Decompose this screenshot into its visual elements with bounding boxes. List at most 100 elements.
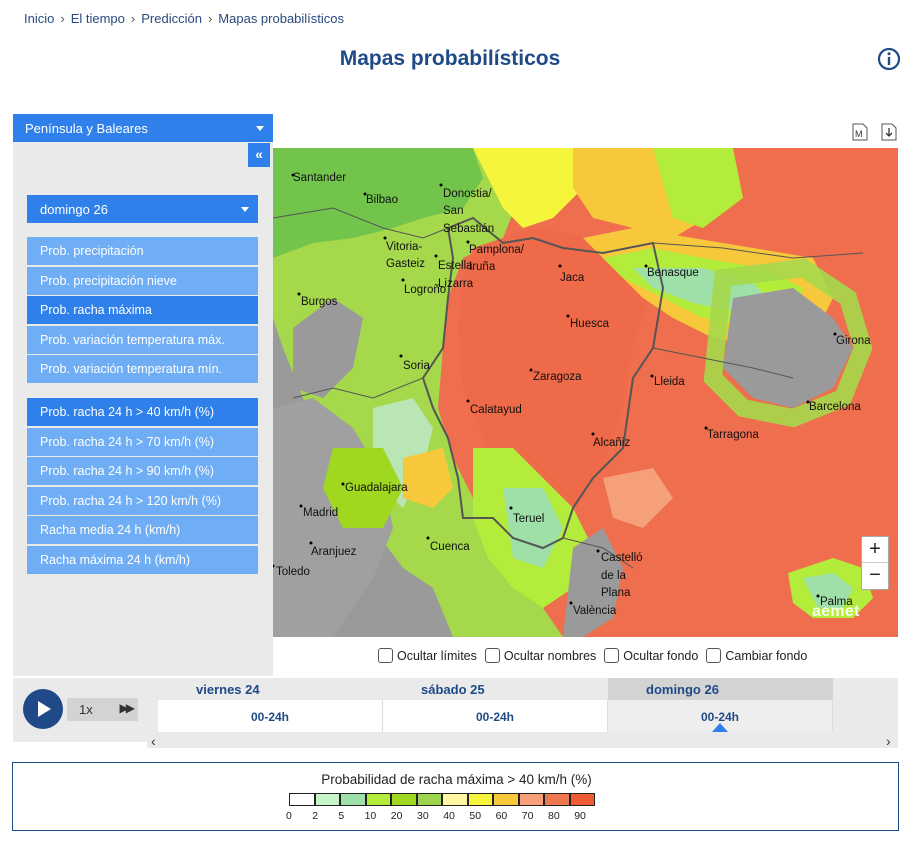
legend-label: 2: [312, 810, 319, 822]
play-button[interactable]: [23, 689, 63, 729]
zoom-out-button[interactable]: −: [869, 564, 881, 586]
day-select-value: domingo 26: [40, 202, 108, 217]
option-ocultar-limites[interactable]: Ocultar límites: [378, 648, 477, 663]
city-label: València: [573, 605, 617, 617]
legend-title: Probabilidad de racha máxima > 40 km/h (…: [321, 772, 592, 787]
scroll-right-icon[interactable]: ›: [886, 733, 891, 749]
city-label: Benasque: [647, 267, 699, 279]
option-ocultar-fondo[interactable]: Ocultar fondo: [604, 648, 698, 663]
city-label: Girona: [836, 335, 871, 347]
legend-label: 80: [548, 810, 560, 822]
breadcrumb-el-tiempo[interactable]: El tiempo: [70, 11, 125, 26]
city-label: de la: [601, 570, 627, 582]
legend-label: 50: [469, 810, 482, 822]
checkbox[interactable]: [604, 648, 620, 663]
legend-label: 10: [364, 810, 377, 822]
menu-item-racha-40[interactable]: Prob. racha 24 h > 40 km/h (%): [27, 398, 258, 426]
city-label: Bilbao: [366, 194, 398, 206]
breadcrumb-separator: ›: [130, 11, 136, 26]
page-title: Mapas probabilísticos: [339, 47, 561, 70]
fast-forward-icon[interactable]: ▶▶: [119, 701, 136, 715]
legend-swatch: [544, 793, 570, 806]
menu-item-prob-var-temp-min[interactable]: Prob. variación temperatura mín.: [27, 355, 258, 383]
breadcrumb-prediccion[interactable]: Predicción: [141, 11, 202, 26]
aemet-logo: aemet: [812, 603, 860, 620]
city-label: Vitoria-: [386, 241, 422, 253]
legend-swatch: [289, 793, 315, 806]
city-label: Logroño: [404, 284, 446, 296]
m-icon[interactable]: M: [851, 122, 869, 142]
checkbox[interactable]: [378, 648, 393, 663]
menu-item-prob-precipitacion[interactable]: Prob. precipitación: [27, 237, 258, 265]
map-city-labels: Santander Bilbao Donostia/ San Sebastián…: [273, 172, 871, 617]
breadcrumb-separator: ›: [207, 11, 213, 26]
legend-swatch: [416, 793, 442, 806]
city-label: Iruña: [469, 261, 496, 273]
menu-item-racha-media[interactable]: Racha media 24 h (km/h): [27, 516, 258, 544]
city-label: Lleida: [654, 376, 685, 388]
map-options: Ocultar límites Ocultar nombres Ocultar …: [378, 648, 807, 663]
legend-swatch: [391, 793, 417, 806]
download-icon[interactable]: [880, 122, 898, 142]
region-select-value: Península y Baleares: [25, 121, 148, 136]
region-select[interactable]: Península y Baleares: [13, 114, 273, 142]
city-label: Donostia/: [443, 188, 492, 200]
menu-item-racha-70[interactable]: Prob. racha 24 h > 70 km/h (%): [27, 427, 258, 456]
legend-swatch: [569, 793, 595, 806]
legend-label: 40: [443, 810, 455, 822]
option-label: Cambiar fondo: [725, 648, 808, 663]
legend-label: 60: [495, 810, 508, 822]
city-label: Aranjuez: [311, 546, 357, 558]
breadcrumb-current: Mapas probabilísticos: [218, 11, 345, 26]
legend-label: 20: [390, 810, 403, 822]
probability-map[interactable]: Santander Bilbao Donostia/ San Sebastián…: [273, 148, 898, 637]
info-icon[interactable]: [877, 47, 901, 71]
timeline-day-label: sábado 25: [383, 678, 608, 700]
legend-swatches: [289, 793, 595, 806]
speed-control[interactable]: 1x ▶▶: [67, 698, 138, 721]
city-label: Lizarra: [438, 278, 474, 290]
legend-swatch: [340, 793, 366, 806]
timeline-day[interactable]: sábado 25 00-24h: [383, 678, 608, 732]
city-label: San: [443, 205, 463, 217]
collapse-sidebar-button[interactable]: «: [248, 143, 270, 167]
legend-label: 30: [417, 810, 429, 822]
svg-text:M: M: [855, 129, 863, 139]
chevron-down-icon: [256, 126, 264, 131]
checkbox[interactable]: [706, 648, 722, 663]
city-label: Zaragoza: [533, 371, 582, 383]
legend-swatch: [493, 793, 519, 806]
timeline-day[interactable]: viernes 24 00-24h: [158, 678, 383, 732]
option-ocultar-nombres[interactable]: Ocultar nombres: [484, 648, 597, 663]
menu-item-racha-120[interactable]: Prob. racha 24 h > 120 km/h (%): [27, 486, 258, 515]
option-label: Ocultar límites: [397, 648, 477, 663]
timeline-marker-icon: [712, 723, 728, 732]
breadcrumb-inicio[interactable]: Inicio: [24, 11, 55, 26]
chevron-down-icon: [241, 207, 249, 212]
city-label: Huesca: [570, 318, 610, 330]
timeline-range[interactable]: 00-24h: [383, 700, 608, 732]
legend-swatch: [467, 793, 493, 806]
menu-item-racha-maxima-24h[interactable]: Racha máxima 24 h (km/h): [27, 545, 258, 574]
day-select[interactable]: domingo 26: [27, 195, 258, 223]
city-label: Soria: [403, 360, 430, 372]
menu-item-prob-precipitacion-nieve[interactable]: Prob. precipitación nieve: [27, 266, 258, 295]
scroll-left-icon[interactable]: ‹: [151, 733, 156, 749]
legend-swatch: [365, 793, 391, 806]
legend-swatch: [442, 793, 468, 806]
city-label: Burgos: [301, 296, 338, 308]
zoom-in-button[interactable]: +: [862, 537, 888, 563]
legend-label: 0: [286, 810, 292, 822]
menu-item-prob-racha-maxima[interactable]: Prob. racha máxima: [27, 296, 258, 324]
menu-item-prob-var-temp-max[interactable]: Prob. variación temperatura máx.: [27, 325, 258, 354]
legend-swatch: [314, 793, 340, 806]
legend-swatch: [518, 793, 544, 806]
menu-item-racha-90[interactable]: Prob. racha 24 h > 90 km/h (%): [27, 457, 258, 485]
option-label: Ocultar nombres: [503, 648, 597, 663]
checkbox[interactable]: [484, 648, 500, 663]
timeline-range[interactable]: 00-24h: [158, 700, 383, 732]
city-label: Guadalajara: [345, 482, 408, 494]
option-cambiar-fondo[interactable]: Cambiar fondo: [706, 648, 807, 663]
city-label: Gasteiz: [386, 258, 425, 270]
